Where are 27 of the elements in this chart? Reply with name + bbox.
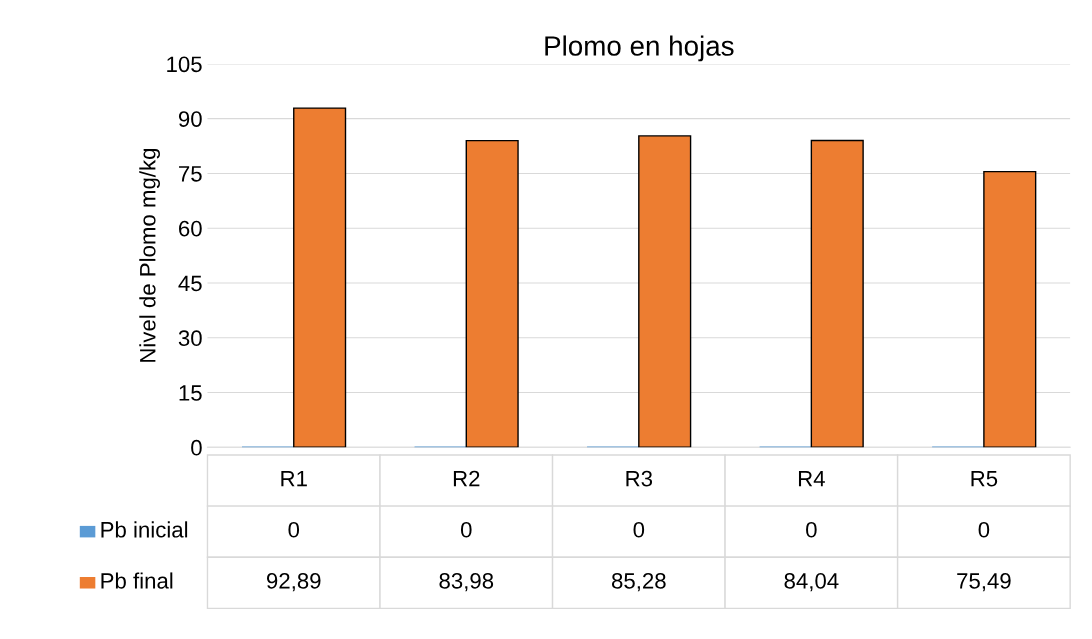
- y-tick-label: 60: [179, 220, 202, 237]
- x-tick-label: R2: [453, 470, 480, 487]
- y-tick-label: 45: [178, 275, 202, 292]
- data-label: 75,49: [957, 573, 1011, 592]
- y-tick-label: 90: [178, 111, 202, 127]
- data-label: 0: [806, 521, 817, 538]
- data-label: 84,04: [784, 573, 839, 592]
- legend-label: Pb final: [101, 572, 173, 589]
- data-label: 83,98: [439, 573, 494, 592]
- y-tick-label: 75: [179, 166, 202, 182]
- data-label: 0: [978, 521, 990, 538]
- y-tick-label: 105: [167, 56, 202, 73]
- data-label: 92,89: [266, 573, 321, 592]
- y-tick-label: 0: [191, 439, 202, 456]
- legend-label: Pb inicial: [101, 521, 188, 538]
- y-axis-title: Nivel de Plomo mg/kg: [139, 148, 160, 362]
- x-tick-label: R1: [281, 470, 307, 487]
- y-tick-label: 30: [178, 330, 202, 347]
- data-label: 85,28: [611, 573, 666, 592]
- x-tick-label: R4: [798, 470, 825, 487]
- x-tick-label: R5: [971, 470, 998, 487]
- x-tick-label: R3: [626, 470, 653, 487]
- data-label: 0: [633, 521, 645, 538]
- data-label: 0: [288, 521, 300, 538]
- data-label: 0: [460, 521, 472, 538]
- chart-title: Plomo en hojas: [545, 35, 734, 62]
- y-tick-label: 15: [179, 385, 202, 401]
